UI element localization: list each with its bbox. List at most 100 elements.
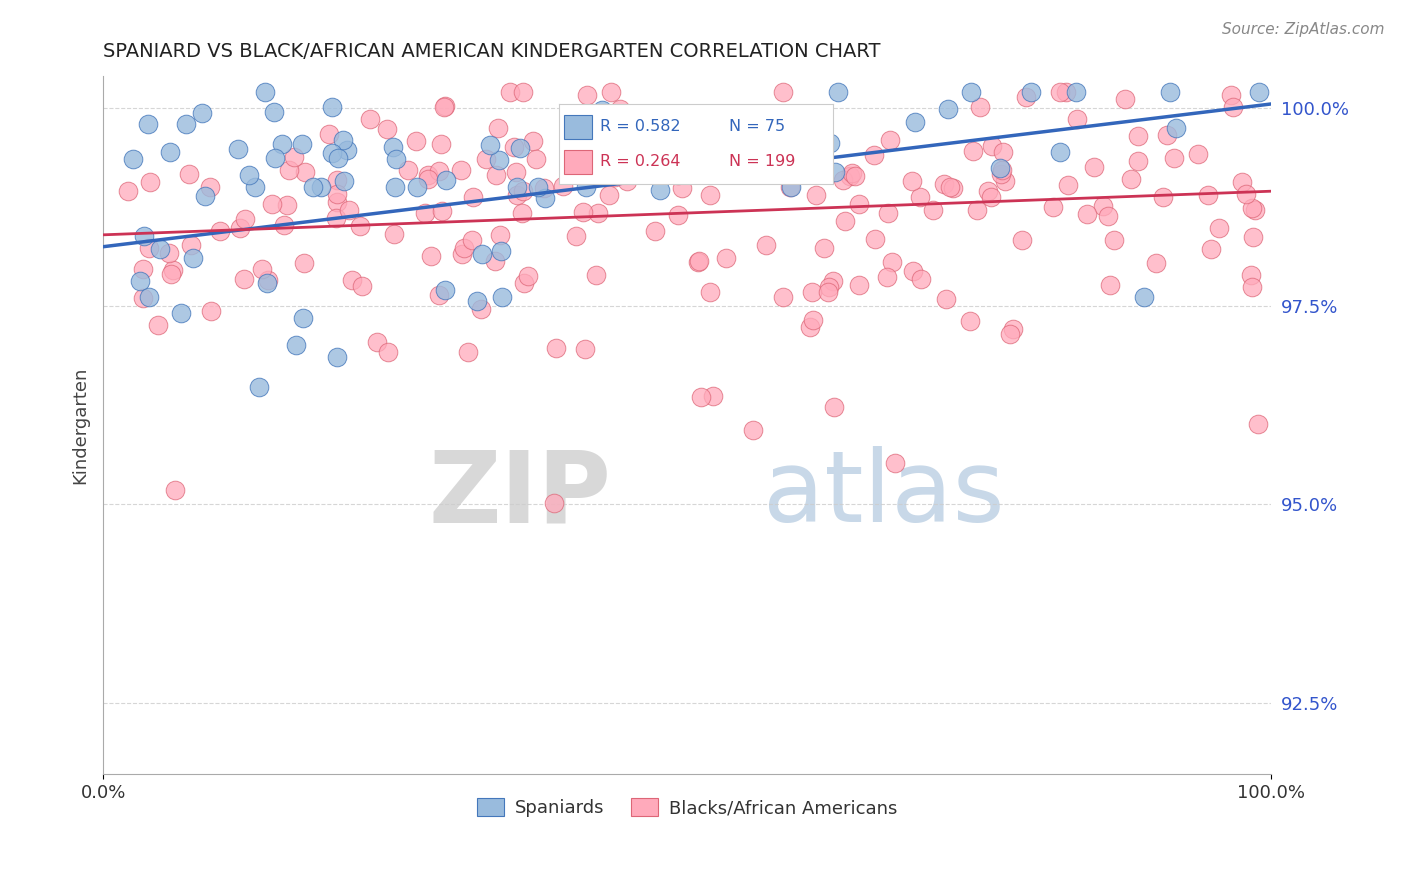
Point <box>138 241 160 255</box>
Point <box>510 206 533 220</box>
Point <box>170 306 193 320</box>
Point <box>1156 128 1178 142</box>
Point <box>650 183 672 197</box>
Y-axis label: Kindergarten: Kindergarten <box>72 367 89 483</box>
Point <box>238 169 260 183</box>
Point <box>1054 85 1077 99</box>
Text: ZIP: ZIP <box>429 447 612 543</box>
Point <box>575 180 598 194</box>
Point <box>489 244 512 258</box>
Point <box>326 351 349 365</box>
Point <box>614 160 637 174</box>
Point <box>413 205 436 219</box>
Point <box>1097 209 1119 223</box>
Point <box>799 154 821 169</box>
Point <box>1241 201 1264 215</box>
Point <box>208 224 231 238</box>
Point <box>980 190 1002 204</box>
Point <box>505 165 527 179</box>
Point <box>513 276 536 290</box>
Point <box>976 184 998 198</box>
Point <box>283 150 305 164</box>
Point <box>1119 171 1142 186</box>
Point <box>904 115 927 129</box>
Point <box>163 483 186 497</box>
Point <box>699 285 721 299</box>
Point <box>470 301 492 316</box>
Point <box>772 290 794 304</box>
Point <box>605 169 627 184</box>
Point <box>703 132 725 146</box>
Point <box>600 85 623 99</box>
Point <box>648 163 671 178</box>
Point <box>162 263 184 277</box>
Point <box>638 161 661 175</box>
Point <box>576 87 599 102</box>
Point <box>591 103 613 117</box>
Point <box>702 388 724 402</box>
Point <box>263 105 285 120</box>
Point <box>506 180 529 194</box>
Point <box>883 456 905 470</box>
Point <box>139 175 162 189</box>
Point <box>772 85 794 99</box>
Point <box>666 208 689 222</box>
Point <box>467 294 489 309</box>
Point <box>418 172 440 186</box>
Point <box>901 174 924 188</box>
Point <box>823 400 845 414</box>
Point <box>939 179 962 194</box>
Point <box>366 334 388 349</box>
Point <box>778 147 800 161</box>
Point <box>880 255 903 269</box>
Point <box>991 145 1014 160</box>
Point <box>1128 153 1150 168</box>
Point <box>848 197 870 211</box>
Point <box>769 134 792 148</box>
Point <box>966 203 988 218</box>
Point <box>117 184 139 198</box>
Point <box>176 117 198 131</box>
Point <box>865 232 887 246</box>
Point <box>1159 85 1181 99</box>
Point <box>1164 120 1187 135</box>
Point <box>571 205 593 219</box>
Point <box>332 132 354 146</box>
Point <box>844 169 866 183</box>
Point <box>969 100 991 114</box>
Point <box>384 153 406 167</box>
Point <box>1076 207 1098 221</box>
Point <box>333 174 356 188</box>
Point <box>658 153 681 167</box>
Point <box>349 219 371 234</box>
Point <box>247 379 270 393</box>
Point <box>434 173 457 187</box>
Point <box>1015 89 1038 103</box>
Point <box>990 167 1012 181</box>
Point <box>1241 280 1264 294</box>
Point <box>512 85 534 99</box>
Point <box>506 188 529 202</box>
Point <box>257 273 280 287</box>
Point <box>709 153 731 167</box>
Point <box>485 169 508 183</box>
Point <box>1230 175 1253 189</box>
Point <box>381 139 404 153</box>
Point <box>1021 85 1043 99</box>
Point <box>714 251 737 265</box>
Point <box>134 229 156 244</box>
Point <box>245 180 267 194</box>
Point <box>502 139 524 153</box>
Point <box>876 269 898 284</box>
Point <box>179 167 201 181</box>
Point <box>801 312 824 326</box>
Point <box>1240 268 1263 282</box>
Point <box>1187 147 1209 161</box>
Point <box>336 143 359 157</box>
Point <box>765 162 787 177</box>
Point <box>461 190 484 204</box>
Point <box>453 241 475 255</box>
Point <box>1099 278 1122 293</box>
Point <box>478 138 501 153</box>
Point <box>1222 100 1244 114</box>
